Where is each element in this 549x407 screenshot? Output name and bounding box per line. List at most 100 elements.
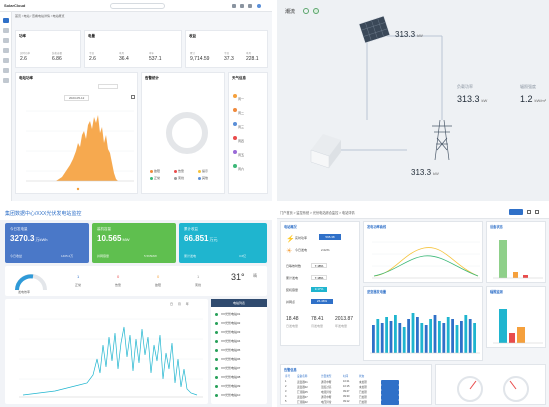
breadcrumb: 门户首页 > 监控系统 > 光伏电站综合监控 > 电站详情 [280, 211, 355, 215]
status-label: 告警 [115, 283, 122, 287]
list-item[interactable]: XX光伏电站01 [215, 311, 257, 318]
view-button[interactable] [381, 379, 399, 385]
inverter-bar [416, 317, 419, 353]
gear-icon[interactable] [248, 4, 252, 8]
list-item[interactable]: XX光伏电站06 [215, 356, 257, 363]
inverter-bar [451, 319, 454, 353]
kpi-value: 565.38 [319, 234, 341, 240]
flow-diagram [310, 15, 452, 169]
date-picker[interactable]: 2023-05-12 [64, 95, 90, 101]
table-cell: 汇流箱05 [297, 391, 308, 394]
header-bar: 门户首页 > 监控系统 > 光伏电站综合监控 > 电站详情 [277, 206, 549, 219]
list-item[interactable]: XX光伏电站02 [215, 320, 257, 327]
kpi-label: 实时功率 [295, 236, 308, 240]
table-cell: 逆变器07 [297, 396, 308, 399]
card-unit: 万kWh [35, 237, 48, 242]
status-label: 离线 [195, 283, 202, 287]
tab-year[interactable]: 年 [185, 302, 189, 306]
power-tower-icon [432, 119, 452, 161]
refresh-toggle[interactable] [303, 8, 309, 14]
group-monitor-dashboard: 集团数据中心/XXX光伏发电站监控 今日发电量 3270.3万kWh 今日收益 … [0, 206, 272, 407]
station-icon[interactable] [3, 28, 9, 33]
device-icon[interactable] [3, 38, 9, 43]
table-header: 设备名称 [297, 375, 308, 378]
card-number: 10.565 [97, 234, 122, 243]
card-sub-value: 5.565MW [144, 254, 157, 258]
table-cell: 09:30 [343, 395, 350, 398]
stat-label: 装机容量 [52, 52, 63, 55]
pie-title: 告警统计 [145, 76, 159, 80]
tab-day[interactable]: 日 [170, 302, 174, 306]
avatar[interactable] [257, 4, 261, 8]
list-item-label: XX光伏电站02 [221, 321, 241, 325]
home-icon[interactable] [3, 18, 9, 23]
stat-value: 18.48 [286, 316, 299, 322]
list-item[interactable]: XX光伏电站09 [215, 383, 257, 390]
capacity-card: 装机容量 10.565MW 并网容量 5.565MW [92, 223, 176, 263]
load-label: 负载功率 [457, 84, 473, 89]
view-button[interactable] [381, 389, 399, 395]
expand-icon[interactable] [131, 95, 135, 99]
list-item[interactable]: XX光伏电站05 [215, 347, 257, 354]
generation-chart-panel: 日 月 年 [5, 299, 208, 404]
pv-power-unit: kW [417, 33, 423, 38]
energy-flow-panel: 潮流 313.3 kW 313.3 kW 负载功率 313.3 kW [277, 0, 549, 201]
legend-dot [76, 187, 80, 191]
gauge-dial [503, 376, 529, 402]
weather-day: 周四 [238, 139, 245, 143]
view-toggle[interactable] [98, 84, 118, 89]
inverter-bar [389, 321, 393, 353]
irradiance-unit: kW/m² [534, 98, 547, 103]
list-item[interactable]: XX光伏电站08 [215, 374, 257, 381]
list-item-label: XX光伏电站08 [221, 375, 241, 379]
list-item[interactable]: XX光伏电站10 [215, 392, 257, 399]
export-button[interactable] [509, 209, 523, 215]
status-count: 0 [157, 274, 160, 279]
curve-series [373, 255, 479, 277]
list-item-label: XX光伏电站05 [221, 348, 241, 352]
search-input[interactable] [110, 3, 165, 9]
status-label: 故障 [155, 283, 162, 287]
card-value: 10.565MW [97, 234, 130, 243]
daily-energy-card: 今日发电量 3270.3万kWh 今日收益 1405.2万 [5, 223, 89, 263]
list-item[interactable]: XX光伏电站07 [215, 365, 257, 372]
card-sub-label: 累计发电 [184, 254, 197, 258]
table-header: 序号 [285, 375, 291, 378]
inverter-bar [460, 321, 463, 353]
bell-icon[interactable] [232, 4, 236, 8]
inverter-bar [442, 323, 446, 353]
kpi-label: 装机容量 [286, 288, 299, 292]
view-button[interactable] [381, 394, 399, 400]
view-button[interactable] [381, 399, 399, 405]
mode-toggle[interactable] [313, 8, 319, 14]
gauge-row [457, 376, 529, 402]
table-cell: 4 [285, 395, 287, 398]
page-title: 集团数据中心/XXX光伏发电站监控 [5, 211, 82, 217]
list-item-label: XX光伏电站04 [221, 339, 241, 343]
status-count: 1 [77, 274, 80, 279]
stat-value: 537.1 [149, 56, 162, 62]
list-item[interactable]: XX光伏电站04 [215, 338, 257, 345]
inverter-energy-panel: 逆变器发电量 [363, 286, 483, 361]
close-icon[interactable] [535, 210, 539, 214]
list-item-label: XX光伏电站07 [221, 366, 241, 370]
view-button[interactable] [381, 384, 399, 390]
legend-item: 其他 [202, 176, 209, 180]
fullscreen-icon[interactable] [527, 210, 531, 214]
grid-icon[interactable] [240, 4, 244, 8]
kpi-value: 7.18% [311, 263, 327, 268]
report-icon[interactable] [3, 58, 9, 63]
load-readout: 313.3 kW [457, 94, 487, 104]
user-icon[interactable] [3, 78, 9, 83]
irradiance-bar [517, 327, 525, 343]
list-item[interactable]: XX光伏电站03 [215, 329, 257, 336]
list-item-label: XX光伏电站10 [221, 393, 241, 397]
inverter-bar [438, 321, 441, 353]
tab-month[interactable]: 月 [177, 302, 181, 306]
table-cell: 电压异常 [321, 401, 332, 404]
settings-icon[interactable] [3, 68, 9, 73]
status-strip: 发电效率 1 正常 0 告警 0 故障 1 离线 31° 晴 [5, 266, 267, 296]
weather-day: 周六 [238, 167, 245, 171]
area-series [56, 115, 118, 181]
alarm-icon[interactable] [3, 48, 9, 53]
